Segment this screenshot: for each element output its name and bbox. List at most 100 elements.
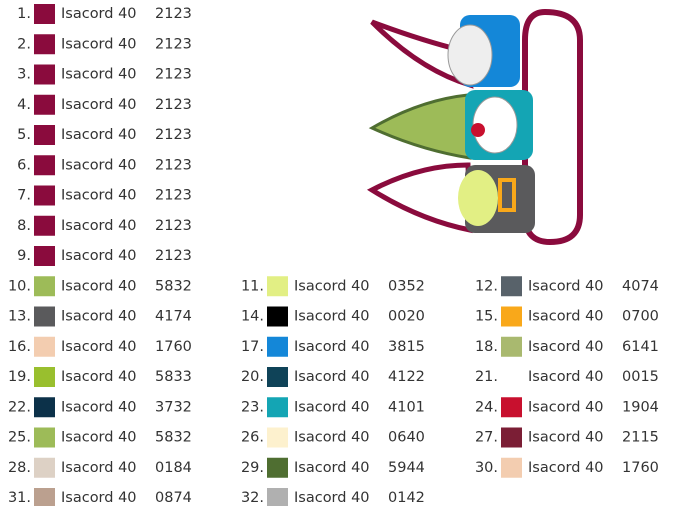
thread-number: 21. (475, 369, 498, 385)
thread-brand: Isacord 40 (528, 278, 604, 294)
thread-number: 10. (8, 278, 31, 294)
thread-number: 11. (241, 278, 264, 294)
thread-number: 20. (241, 369, 264, 385)
thread-code: 2123 (155, 188, 192, 204)
thread-brand: Isacord 40 (61, 248, 137, 264)
thread-code: 1760 (155, 339, 192, 355)
thread-brand: Isacord 40 (528, 309, 604, 325)
thread-code: 4122 (388, 369, 425, 385)
thread-brand: Isacord 40 (528, 339, 604, 355)
thread-number: 18. (475, 339, 498, 355)
thread-swatch (501, 397, 522, 418)
thread-brand: Isacord 40 (61, 369, 137, 385)
thread-swatch (34, 125, 55, 145)
thread-number: 5. (17, 127, 31, 143)
thread-brand: Isacord 40 (294, 399, 370, 415)
thread-swatch (34, 306, 55, 327)
thread-code: 2123 (155, 248, 192, 264)
thread-number: 26. (241, 430, 264, 446)
thread-swatch (34, 367, 55, 387)
thread-code: 5832 (155, 430, 192, 446)
thread-number: 16. (8, 339, 31, 355)
thread-swatch (34, 185, 55, 206)
thread-code: 2123 (155, 97, 192, 113)
thread-number: 14. (241, 309, 264, 325)
thread-number: 29. (241, 460, 264, 476)
thread-number: 2. (17, 36, 31, 52)
thread-code: 1760 (622, 460, 659, 476)
thread-number: 30. (475, 460, 498, 476)
thread-brand: Isacord 40 (294, 369, 370, 385)
thread-swatch (267, 306, 288, 327)
thread-brand: Isacord 40 (61, 97, 137, 113)
thread-brand: Isacord 40 (61, 36, 137, 52)
thread-swatch (34, 215, 55, 236)
thread-brand: Isacord 40 (61, 6, 137, 22)
thread-swatch (501, 306, 522, 327)
thread-swatch (34, 64, 55, 85)
thread-code: 4074 (622, 278, 659, 294)
thread-swatch (34, 155, 55, 176)
thread-brand: Isacord 40 (61, 430, 137, 446)
thread-code: 1904 (622, 399, 659, 415)
thread-swatch (501, 457, 522, 478)
thread-brand: Isacord 40 (61, 218, 137, 234)
thread-brand: Isacord 40 (294, 490, 370, 506)
thread-number: 28. (8, 460, 31, 476)
thread-code: 0142 (388, 490, 425, 506)
thread-code: 4174 (155, 309, 192, 325)
thread-swatch (267, 457, 288, 478)
thread-number: 22. (8, 399, 31, 415)
thread-code: 0184 (155, 460, 192, 476)
thread-number: 15. (475, 309, 498, 325)
thread-number: 6. (17, 157, 31, 173)
thread-swatch (34, 94, 55, 115)
thread-code: 0015 (622, 369, 659, 385)
thread-swatch (267, 427, 288, 448)
thread-brand: Isacord 40 (294, 339, 370, 355)
thread-swatch (34, 427, 55, 448)
thread-number: 9. (17, 248, 31, 264)
thread-code: 2123 (155, 36, 192, 52)
thread-brand: Isacord 40 (528, 399, 604, 415)
thread-swatch (34, 4, 55, 24)
thread-number: 31. (8, 490, 31, 506)
thread-brand: Isacord 40 (61, 490, 137, 506)
thread-brand: Isacord 40 (294, 460, 370, 476)
thread-swatch (34, 34, 55, 55)
thread-brand: Isacord 40 (61, 157, 137, 173)
thread-code: 2115 (622, 430, 659, 446)
thread-brand: Isacord 40 (61, 67, 137, 83)
thread-code: 0874 (155, 490, 192, 506)
thread-code: 0352 (388, 278, 425, 294)
thread-swatch (267, 336, 288, 357)
thread-code: 2123 (155, 6, 192, 22)
thread-brand: Isacord 40 (61, 460, 137, 476)
thread-number: 8. (17, 218, 31, 234)
thread-swatch (34, 488, 55, 506)
thread-brand: Isacord 40 (294, 430, 370, 446)
thread-swatch (501, 276, 522, 297)
thread-code: 2123 (155, 218, 192, 234)
thread-number: 12. (475, 278, 498, 294)
thread-code: 4101 (388, 399, 425, 415)
thread-brand: Isacord 40 (61, 339, 137, 355)
thread-code: 2123 (155, 127, 192, 143)
thread-swatch (34, 336, 55, 357)
thread-brand: Isacord 40 (61, 127, 137, 143)
thread-brand: Isacord 40 (528, 369, 604, 385)
thread-number: 3. (17, 67, 31, 83)
thread-code: 2123 (155, 67, 192, 83)
thread-code: 0640 (388, 430, 425, 446)
thread-number: 1. (17, 6, 31, 22)
thread-brand: Isacord 40 (61, 309, 137, 325)
thread-swatch (34, 457, 55, 478)
thread-code: 0020 (388, 309, 425, 325)
thread-swatch (267, 367, 288, 387)
thread-number: 19. (8, 369, 31, 385)
thread-swatch (267, 488, 288, 506)
thread-number: 4. (17, 97, 31, 113)
thread-swatch (34, 276, 55, 297)
thread-code: 5832 (155, 278, 192, 294)
